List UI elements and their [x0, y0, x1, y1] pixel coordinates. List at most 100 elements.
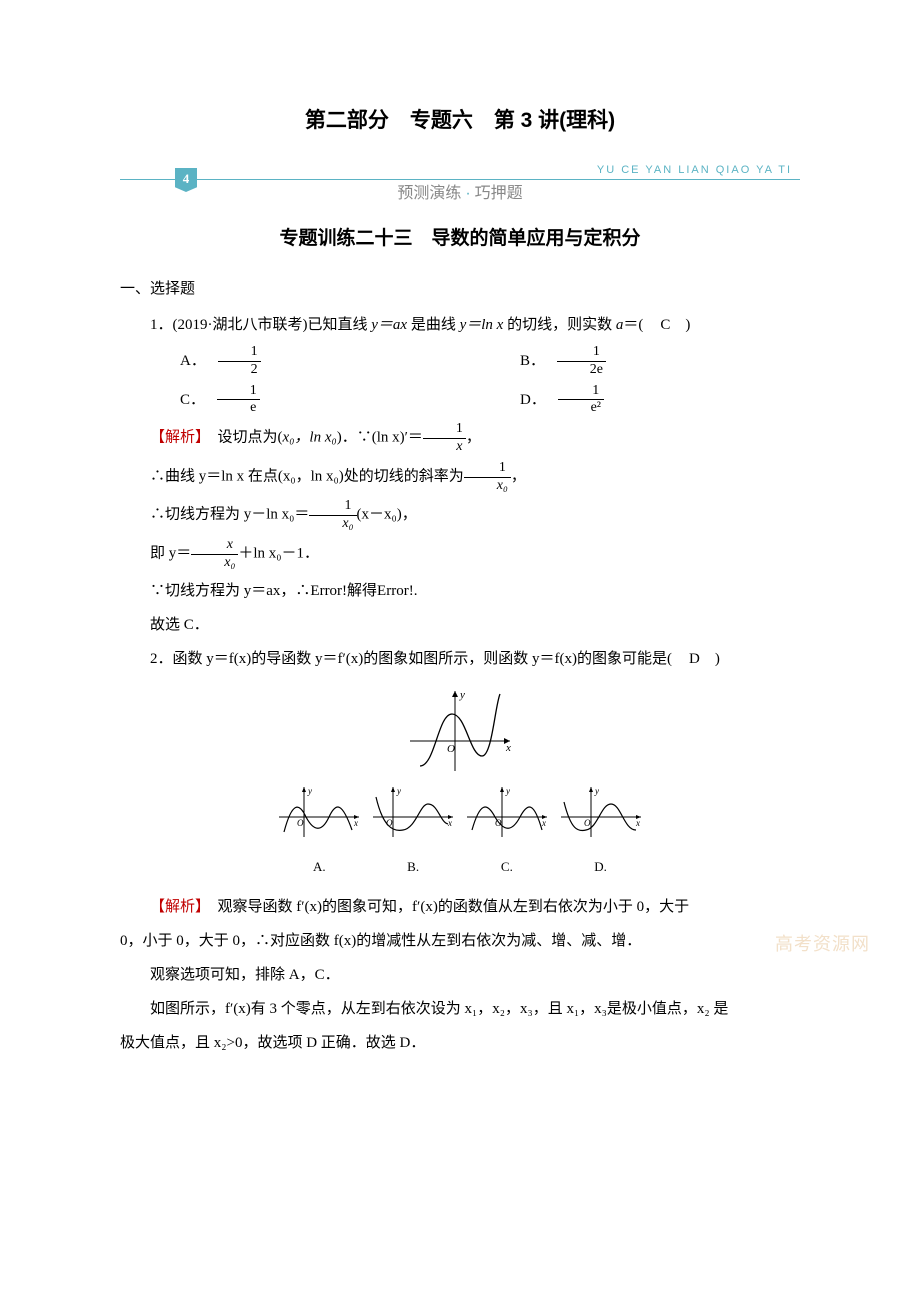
q1-line5: ∵切线方程为 y＝ax，∴Error!解得Error!. — [120, 576, 800, 606]
q1-line1a: 设切点为( — [218, 430, 283, 446]
q1-opt-b: B． 12e — [460, 344, 800, 379]
q1-line2a: ∴曲线 y＝ln x 在点(x₀，ln x₀)处的切线的斜率为 — [150, 469, 464, 485]
section-label-suffix: 巧押题 — [475, 185, 523, 202]
q1-line1c: )．∵(ln x)′＝ — [337, 430, 423, 446]
q1-line3a: ∴切线方程为 y－ln x₀＝ — [150, 507, 309, 523]
frac-d-num: 1 — [558, 383, 604, 401]
q1-line4b: ＋ln x₀－1． — [238, 546, 319, 562]
q2-main-figure: O x y — [120, 686, 800, 776]
q2-stem: 2．函数 y＝f(x)的导函数 y＝f′(x)的图象如图所示，则函数 y＝f(x… — [120, 644, 800, 674]
section-bar: YU CE YAN LIAN QIAO YA TI 4 预测演练· 巧押题 — [120, 164, 800, 200]
opt-label-a-fig: A. — [274, 854, 364, 880]
opt-label-b-fig: B. — [368, 854, 458, 880]
section-subtitle: 专题训练二十三 导数的简单应用与定积分 — [120, 220, 800, 258]
q2-line2: 0，小于 0，大于 0，∴对应函数 f(x)的增减性从左到右依次为减、增、减、增… — [120, 926, 800, 956]
analysis-label-2: 【解析】 — [150, 899, 203, 915]
frac-a-den: 2 — [218, 362, 261, 379]
q2-stem-text: 2．函数 y＝f(x)的导函数 y＝f′(x)的图象如图所示，则函数 y＝f(x… — [150, 651, 672, 667]
dot-separator: · — [465, 185, 470, 202]
page-title: 第二部分 专题六 第 3 讲(理科) — [120, 100, 800, 142]
svg-text:y: y — [594, 786, 599, 796]
option-graph-b: Oxy — [368, 782, 458, 842]
section-label-prefix: 预测演练 — [397, 185, 461, 202]
f3-num: 1 — [309, 498, 356, 516]
svg-text:x: x — [447, 818, 452, 828]
opt-label-a: A． — [150, 346, 206, 376]
opt-label-b: B． — [490, 346, 545, 376]
frac-f1: 1x — [423, 421, 466, 456]
svg-text:x: x — [505, 742, 511, 754]
q1-line2: ∴曲线 y＝ln x 在点(x₀，ln x₀)处的切线的斜率为1x₀， — [120, 460, 800, 495]
q1-answer: C — [660, 317, 670, 333]
opt-label-d-fig: D. — [556, 854, 646, 880]
q1-line1b: x₀，ln x₀ — [283, 430, 337, 446]
frac-b: 12e — [557, 344, 606, 379]
frac-b-num: 1 — [557, 344, 606, 362]
q1-line6: 故选 C． — [120, 610, 800, 640]
frac-d-den: e² — [558, 400, 604, 417]
svg-text:y: y — [396, 786, 401, 796]
analysis-label: 【解析】 — [150, 430, 203, 446]
section-label: 预测演练· 巧押题 — [120, 178, 800, 210]
f4-num: x — [191, 537, 238, 555]
q1-line4a: 即 y＝ — [150, 546, 191, 562]
frac-d: 1e² — [558, 383, 604, 418]
svg-text:O: O — [447, 743, 455, 755]
q1-eq1: y＝ax — [371, 317, 407, 333]
svg-text:x: x — [353, 818, 358, 828]
q1-stem-prefix: 1．(2019·湖北八市联考)已知直线 — [150, 317, 371, 333]
frac-a-num: 1 — [218, 344, 261, 362]
frac-c: 1e — [217, 383, 260, 418]
f1-num: 1 — [423, 421, 466, 439]
q1-options-row1: A． 12 B． 12e — [120, 344, 800, 379]
svg-text:O: O — [297, 818, 304, 828]
q1-opt-c: C． 1e — [120, 383, 460, 418]
q2-analysis: 【解析】 观察导函数 f′(x)的图象可知，f′(x)的函数值从左到右依次为小于… — [120, 892, 800, 922]
q2-option-figures: Ox y Ox y Ox y Ox y — [120, 782, 800, 842]
derivative-graph: O x y — [400, 686, 520, 776]
q1-eqsign: ＝( — [623, 317, 643, 333]
q1-analysis: 【解析】 设切点为(x₀，ln x₀)．∵(ln x)′＝1x， — [120, 421, 800, 456]
option-graph-c: Oxy — [462, 782, 552, 842]
q2-line5: 极大值点，且 x₂>0，故选项 D 正确．故选 D． — [120, 1028, 800, 1058]
svg-text:O: O — [584, 818, 591, 828]
q1-close: ) — [685, 317, 690, 333]
q1-opt-a: A． 12 — [120, 344, 460, 379]
f2-num: 1 — [464, 460, 511, 478]
q1-stem: 1．(2019·湖北八市联考)已知直线 y＝ax 是曲线 y＝ln x 的切线，… — [120, 310, 800, 340]
q1-stem-mid: 是曲线 — [407, 317, 460, 333]
opt-label-c: C． — [150, 385, 205, 415]
option-graph-a: Ox y — [274, 782, 364, 842]
opt-label-d: D． — [490, 385, 546, 415]
f3-den: x₀ — [309, 516, 356, 533]
option-graph-d: Ox y — [556, 782, 646, 842]
q1-options-row2: C． 1e D． 1e² — [120, 383, 800, 418]
frac-f2: 1x₀ — [464, 460, 511, 495]
q1-line4: 即 y＝xx₀＋ln x₀－1． — [120, 537, 800, 572]
q2-close: ) — [715, 651, 720, 667]
q1-line3b: (x－x₀)， — [357, 507, 417, 523]
heading-choice: 一、选择题 — [120, 274, 800, 304]
section-pinyin: YU CE YAN LIAN QIAO YA TI — [120, 164, 800, 177]
svg-text:y: y — [459, 689, 465, 701]
section-badge: 4 — [175, 168, 197, 192]
q2-line1: 观察导函数 f′(x)的图象可知，f′(x)的函数值从左到右依次为小于 0，大于 — [218, 899, 690, 915]
f1-den: x — [423, 439, 466, 456]
svg-text:y: y — [307, 786, 312, 796]
frac-a: 12 — [218, 344, 261, 379]
f4-den: x₀ — [191, 555, 238, 572]
frac-c-num: 1 — [217, 383, 260, 401]
frac-f4: xx₀ — [191, 537, 238, 572]
q1-eq2: y＝ln x — [460, 317, 504, 333]
frac-b-den: 2e — [557, 362, 606, 379]
frac-c-den: e — [217, 400, 260, 417]
q2-line3: 观察选项可知，排除 A，C． — [120, 960, 800, 990]
q2-option-labels: A. B. C. D. — [120, 852, 800, 882]
svg-text:x: x — [635, 818, 640, 828]
q2-answer: D — [689, 651, 700, 667]
frac-f3: 1x₀ — [309, 498, 356, 533]
svg-text:x: x — [541, 818, 546, 828]
q2-line4: 如图所示，f′(x)有 3 个零点，从左到右依次设为 x₁，x₂，x₃，且 x₁… — [120, 994, 800, 1024]
q1-opt-d: D． 1e² — [460, 383, 800, 418]
svg-text:y: y — [505, 786, 510, 796]
